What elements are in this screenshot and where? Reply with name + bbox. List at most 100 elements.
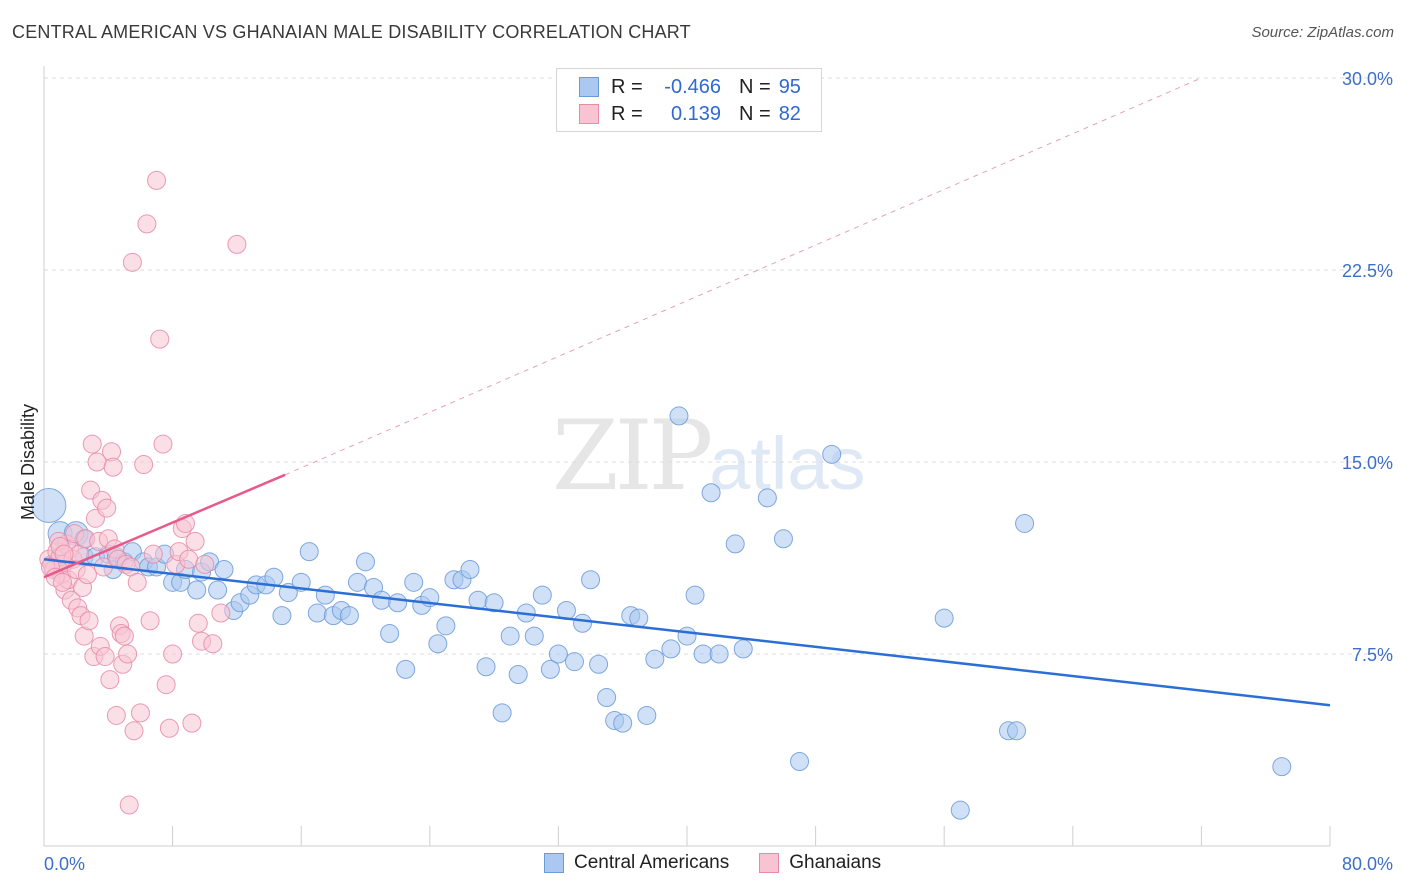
y-tick-label: 15.0% bbox=[1342, 453, 1393, 473]
data-point bbox=[573, 613, 593, 633]
data-point bbox=[214, 560, 234, 580]
trend-lines bbox=[284, 77, 1202, 476]
data-point bbox=[581, 570, 601, 590]
data-point bbox=[203, 634, 223, 654]
data-point bbox=[52, 572, 72, 592]
data-point bbox=[182, 713, 202, 733]
data-point bbox=[396, 659, 416, 679]
data-point bbox=[159, 718, 179, 738]
legend-r-value: 0.139 bbox=[670, 102, 721, 125]
data-point bbox=[95, 647, 115, 667]
data-point bbox=[208, 580, 228, 600]
data-point bbox=[637, 705, 657, 725]
data-point bbox=[187, 580, 207, 600]
data-point bbox=[790, 752, 810, 772]
data-point bbox=[532, 585, 552, 605]
grid-lines bbox=[44, 77, 1392, 655]
data-point bbox=[31, 488, 67, 524]
y-tick-label: 7.5% bbox=[1352, 645, 1393, 665]
legend-r-label: R = bbox=[611, 102, 643, 125]
data-point bbox=[153, 434, 173, 454]
data-point bbox=[645, 649, 665, 669]
data-point bbox=[701, 483, 721, 503]
data-point bbox=[613, 713, 633, 733]
legend-r-value: -0.466 bbox=[664, 75, 721, 98]
data-point bbox=[356, 552, 375, 572]
series-label: Ghanaians bbox=[789, 852, 882, 873]
chart-title: CENTRAL AMERICAN VS GHANAIAN MALE DISABI… bbox=[12, 22, 691, 42]
data-point bbox=[380, 624, 400, 644]
data-point bbox=[82, 434, 102, 454]
series-legend-central-americans[interactable]: Central Americans bbox=[544, 852, 729, 874]
legend-swatch-pink bbox=[579, 104, 599, 124]
data-point bbox=[77, 565, 97, 585]
data-point bbox=[130, 703, 150, 723]
series-legend: Central Americans Ghanaians bbox=[544, 852, 911, 874]
data-point bbox=[124, 721, 144, 741]
x-tick-label: 80.0% bbox=[1342, 854, 1393, 874]
legend-n-value: 82 bbox=[778, 102, 801, 125]
legend-n-label: N = bbox=[739, 75, 771, 98]
series-legend-ghanaians[interactable]: Ghanaians bbox=[759, 852, 881, 874]
data-point bbox=[725, 534, 745, 554]
data-point bbox=[100, 670, 120, 690]
data-point bbox=[693, 644, 713, 664]
watermark-atlas: atlas bbox=[709, 422, 866, 505]
chart-source: Source: ZipAtlas.com bbox=[1251, 24, 1394, 41]
data-point bbox=[661, 639, 681, 659]
data-point bbox=[950, 800, 970, 820]
trend-line bbox=[43, 473, 286, 579]
data-point bbox=[272, 606, 292, 626]
data-point bbox=[79, 611, 99, 631]
data-point bbox=[436, 616, 456, 636]
data-point bbox=[484, 593, 504, 613]
data-point bbox=[137, 214, 157, 234]
data-point bbox=[492, 703, 512, 723]
data-point bbox=[347, 572, 367, 592]
data-point bbox=[54, 544, 74, 564]
data-point bbox=[185, 531, 205, 551]
data-point bbox=[299, 542, 319, 562]
data-point bbox=[140, 611, 160, 631]
data-point bbox=[589, 654, 609, 674]
data-point bbox=[156, 675, 176, 695]
data-point bbox=[118, 644, 138, 664]
data-point bbox=[122, 252, 142, 272]
data-point bbox=[388, 593, 408, 613]
data-point bbox=[1272, 757, 1292, 777]
data-point bbox=[147, 170, 167, 190]
data-point bbox=[372, 590, 392, 610]
data-point bbox=[150, 329, 170, 349]
data-point bbox=[508, 664, 528, 684]
data-point bbox=[315, 585, 335, 605]
data-point bbox=[597, 688, 617, 708]
data-point bbox=[428, 634, 448, 654]
data-point bbox=[540, 659, 560, 679]
data-point bbox=[227, 234, 247, 254]
axes bbox=[43, 66, 1331, 847]
data-point bbox=[97, 498, 117, 518]
data-point bbox=[339, 606, 359, 626]
legend-row-ghanaians: R = 0.139 N = 82 bbox=[579, 102, 801, 126]
series-ghanaians bbox=[39, 170, 247, 815]
data-point bbox=[163, 644, 183, 664]
data-point bbox=[106, 705, 126, 725]
data-point bbox=[733, 639, 753, 659]
trend-line bbox=[43, 558, 1331, 707]
series-swatch-blue bbox=[544, 853, 564, 873]
data-point bbox=[404, 572, 424, 592]
data-point bbox=[307, 603, 327, 623]
data-point bbox=[188, 613, 208, 633]
correlation-legend: R = -0.466 N = 95 R = 0.139 N = 82 bbox=[556, 68, 822, 132]
series-label: Central Americans bbox=[574, 852, 730, 873]
data-point bbox=[669, 406, 689, 426]
legend-r-label: R = bbox=[611, 75, 643, 98]
data-point bbox=[1015, 513, 1035, 533]
data-point bbox=[524, 626, 544, 646]
data-point bbox=[677, 626, 697, 646]
data-point bbox=[195, 554, 215, 574]
data-point bbox=[564, 652, 584, 672]
data-point bbox=[103, 457, 123, 477]
trend-extension bbox=[284, 77, 1202, 476]
